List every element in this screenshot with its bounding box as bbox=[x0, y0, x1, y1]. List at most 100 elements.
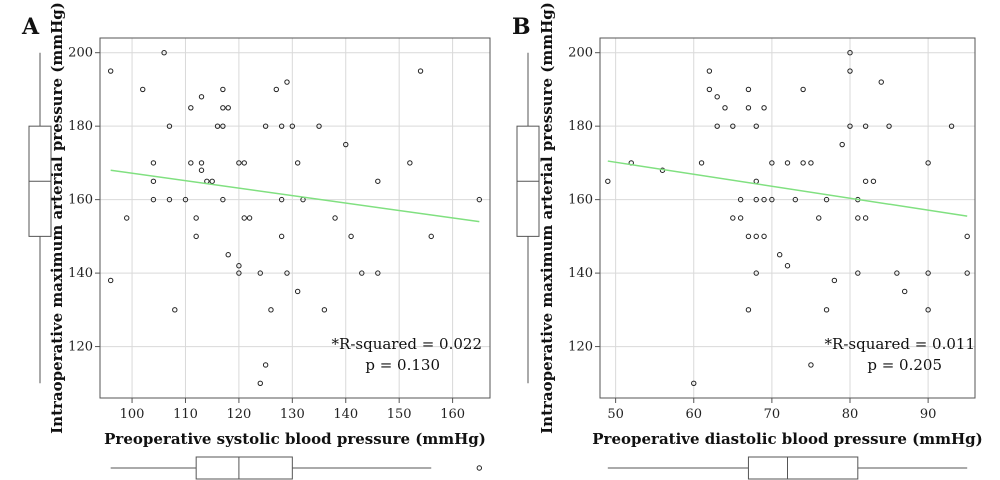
data-point bbox=[198, 94, 205, 100]
data-point bbox=[691, 380, 697, 387]
data-point bbox=[241, 215, 247, 221]
data-point bbox=[753, 270, 759, 276]
data-point bbox=[901, 288, 908, 295]
plot-frame bbox=[99, 37, 491, 399]
x-axis-title: Preoperative diastolic blood pressure (m… bbox=[592, 430, 982, 448]
data-point bbox=[225, 252, 231, 258]
data-point bbox=[417, 68, 424, 74]
data-point bbox=[284, 79, 290, 85]
y-tick-label: 200 bbox=[568, 46, 593, 61]
data-point bbox=[886, 123, 892, 129]
data-point bbox=[964, 233, 970, 240]
y-axis-title: Intraoperative maximum arterial pressure… bbox=[538, 2, 556, 434]
p-value-annotation: p = 0.205 bbox=[867, 356, 942, 374]
data-point bbox=[150, 178, 157, 184]
data-point bbox=[236, 160, 242, 166]
data-point bbox=[964, 270, 970, 276]
fit-line bbox=[110, 169, 480, 223]
data-point bbox=[284, 270, 290, 276]
data-point bbox=[605, 178, 611, 184]
data-point bbox=[182, 196, 189, 203]
data-point bbox=[831, 277, 838, 284]
data-point bbox=[140, 86, 146, 93]
data-point bbox=[375, 178, 381, 184]
panel-letter: B bbox=[512, 14, 531, 40]
plot-border bbox=[599, 37, 976, 399]
x-tick-label: 50 bbox=[607, 407, 624, 422]
data-point bbox=[268, 307, 274, 313]
data-point bbox=[209, 178, 215, 184]
y-tick-label: 180 bbox=[68, 119, 93, 134]
data-point bbox=[862, 123, 869, 129]
data-point bbox=[855, 215, 861, 221]
data-point bbox=[925, 160, 931, 166]
y-tick-label: 160 bbox=[568, 193, 593, 208]
x-tick-label: 150 bbox=[387, 407, 412, 422]
y-axis-title: Intraoperative maximum arterial pressure… bbox=[48, 2, 66, 434]
data-point bbox=[698, 160, 705, 166]
data-point bbox=[745, 233, 752, 240]
data-point bbox=[107, 68, 114, 74]
data-point bbox=[761, 105, 767, 111]
data-point bbox=[737, 215, 744, 221]
plot-frame bbox=[599, 37, 976, 399]
data-point bbox=[753, 123, 759, 129]
x-tick-label: 140 bbox=[333, 407, 358, 422]
data-point bbox=[706, 68, 713, 74]
data-point bbox=[784, 160, 791, 166]
data-point bbox=[236, 270, 242, 276]
data-point bbox=[246, 215, 253, 221]
data-point bbox=[375, 270, 381, 276]
x-boxplot-box bbox=[747, 456, 859, 480]
data-point bbox=[784, 263, 791, 269]
data-point bbox=[278, 123, 285, 129]
data-point bbox=[800, 160, 806, 166]
data-point bbox=[862, 215, 869, 221]
data-point bbox=[257, 380, 263, 387]
plot-border bbox=[99, 37, 491, 399]
y-tick-label: 180 bbox=[568, 119, 593, 134]
data-point bbox=[855, 270, 861, 276]
data-point bbox=[706, 86, 713, 93]
data-point bbox=[730, 215, 736, 221]
data-point bbox=[753, 196, 759, 203]
data-point bbox=[193, 215, 199, 221]
data-point bbox=[745, 105, 752, 111]
data-point bbox=[294, 160, 301, 166]
data-point bbox=[278, 196, 285, 203]
data-point bbox=[878, 79, 884, 85]
data-point bbox=[745, 86, 752, 93]
data-point bbox=[792, 196, 799, 203]
data-point bbox=[161, 49, 167, 56]
data-point bbox=[847, 123, 853, 129]
data-point bbox=[241, 160, 247, 166]
data-point bbox=[847, 49, 853, 56]
data-point bbox=[262, 362, 269, 368]
data-point bbox=[769, 160, 775, 166]
data-point bbox=[776, 252, 783, 258]
fit-line bbox=[607, 160, 968, 217]
data-point bbox=[925, 307, 931, 313]
y-tick-label: 120 bbox=[568, 340, 593, 355]
data-point bbox=[894, 270, 900, 276]
data-point bbox=[236, 263, 242, 269]
data-point bbox=[808, 362, 814, 368]
data-point bbox=[188, 105, 194, 111]
data-point bbox=[925, 270, 931, 276]
data-point bbox=[289, 123, 296, 129]
data-point bbox=[476, 196, 483, 203]
data-point bbox=[714, 123, 720, 129]
x-tick-label: 160 bbox=[440, 407, 465, 422]
data-point bbox=[753, 233, 759, 240]
panel-a: A 120 140 160 180 200 100 110 120 130 140 150 160 *R-… bbox=[21, 2, 491, 480]
data-point bbox=[172, 307, 178, 313]
panel-letter: A bbox=[21, 14, 40, 40]
y-tick-label: 200 bbox=[68, 46, 93, 61]
data-point bbox=[316, 123, 322, 129]
data-point bbox=[188, 160, 194, 166]
data-point bbox=[428, 233, 434, 240]
data-point bbox=[166, 196, 173, 203]
r-squared-annotation: *R-squared = 0.022 bbox=[332, 335, 482, 353]
data-point bbox=[800, 86, 806, 93]
